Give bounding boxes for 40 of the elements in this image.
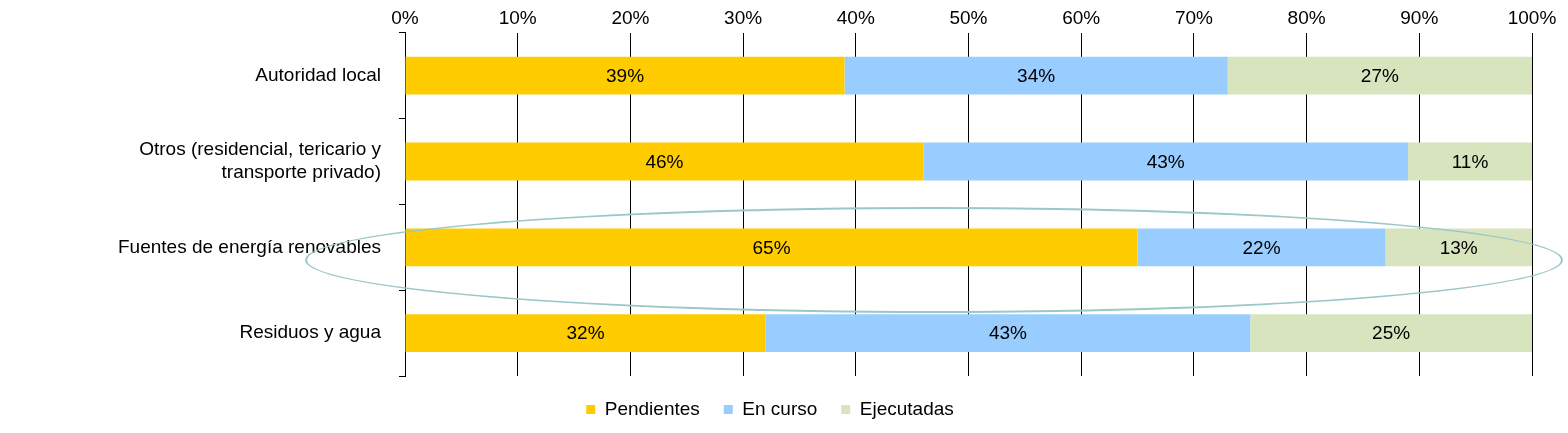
x-tick-label: 30% <box>724 6 763 28</box>
y-tick-label: Fuentes de energía renovables <box>117 235 381 257</box>
data-label: 65% <box>752 236 791 258</box>
y-tick-label: Residuos y agua <box>239 321 382 343</box>
bar <box>765 314 1251 352</box>
x-tick-label: 100% <box>1507 6 1557 28</box>
bar <box>923 142 1409 181</box>
data-label: 27% <box>1360 64 1399 86</box>
x-tick-label: 50% <box>949 6 988 28</box>
x-tick-label: 60% <box>1062 6 1101 28</box>
data-label: 43% <box>988 322 1028 344</box>
data-label: 25% <box>1372 322 1411 344</box>
x-tick-label: 70% <box>1174 6 1214 28</box>
data-label: 46% <box>645 150 684 172</box>
x-tick-label: 90% <box>1400 6 1439 28</box>
data-label: 11% <box>1451 150 1489 172</box>
data-label: 39% <box>606 64 645 86</box>
legend-label: Pendientes <box>604 397 700 419</box>
x-tick-label: 20% <box>611 6 650 28</box>
bar <box>405 228 1138 267</box>
y-tick-label: Otros (residencial, tericario y transporte privado) <box>139 138 382 183</box>
bar <box>844 56 1228 95</box>
data-label: 22% <box>1242 236 1281 258</box>
bar <box>1137 228 1386 267</box>
bar <box>405 142 924 181</box>
bar <box>1227 56 1532 95</box>
data-label: 13% <box>1439 236 1478 258</box>
x-tick-label: 40% <box>836 6 875 28</box>
x-tick-label: 80% <box>1287 6 1326 28</box>
bar <box>405 56 845 95</box>
legend-label: En curso <box>742 397 818 419</box>
y-tick-label: Autoridad local <box>255 63 381 85</box>
data-label: 32% <box>566 322 605 344</box>
bar <box>1250 314 1532 352</box>
x-tick-label: 0% <box>391 6 419 28</box>
data-label: 43% <box>1146 150 1185 172</box>
bar <box>405 314 766 352</box>
data-label: 34% <box>1017 64 1056 86</box>
x-tick-label: 10% <box>498 6 537 28</box>
legend-label: Ejecutadas <box>859 397 954 419</box>
